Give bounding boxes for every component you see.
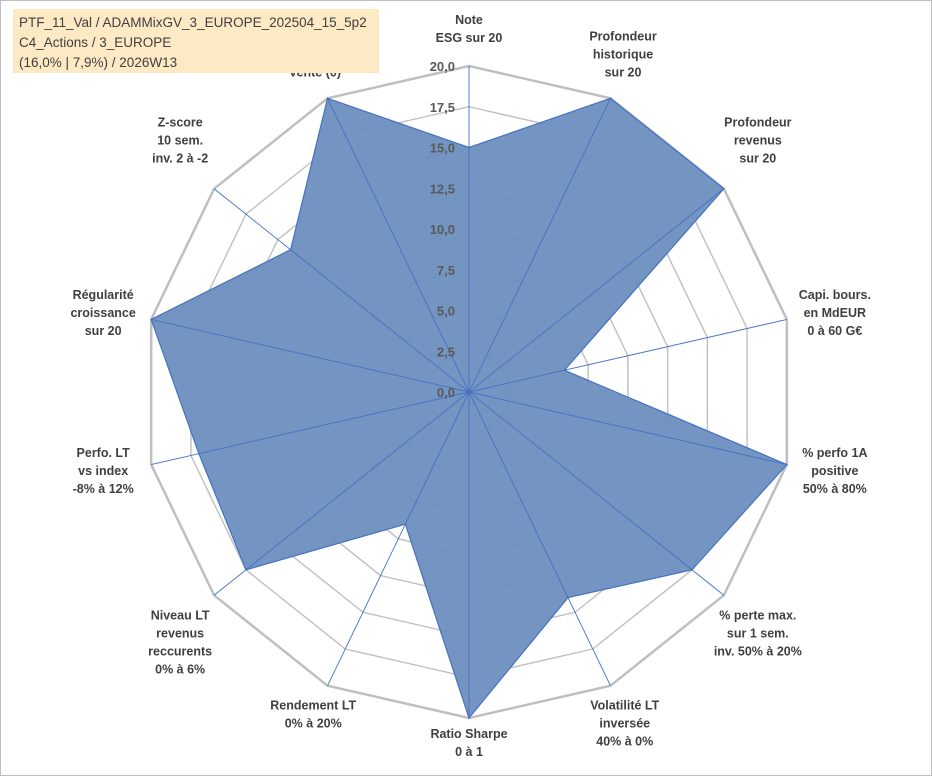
axis-label-line-8-1: 0% à 20%: [285, 717, 342, 731]
axis-label-line-8-0: Rendement LT: [270, 699, 356, 713]
spoke-1: [468, 98, 611, 393]
axis-label-10: Perfo. LT vs index -8% à 12%: [73, 446, 134, 496]
axis-label-12: Z-score 10 sem. inv. 2 à -2: [152, 116, 208, 166]
axis-label-line-0-1: ESG sur 20: [436, 31, 503, 45]
axis-label-line-1-0: Profondeur: [589, 29, 656, 43]
axis-label-line-5-0: % perte max.: [719, 608, 796, 622]
axis-label-line-5-1: sur 1 sem.: [727, 626, 789, 640]
axis-label-line-5-2: inv. 50% à 20%: [714, 644, 802, 658]
axis-label-line-9-0: Niveau LT: [151, 608, 210, 622]
axis-label-line-4-2: 50% à 80%: [803, 482, 867, 496]
axis-label-9: Niveau LT revenus reccurents 0% à 6%: [148, 608, 212, 676]
axis-label-line-9-3: 0% à 6%: [155, 662, 205, 676]
axis-label-0: Note ESG sur 20: [436, 13, 503, 45]
axis-label-line-1-1: historique: [593, 47, 653, 61]
info-line-3: (16,0% | 7,9%) / 2026W13: [19, 55, 178, 70]
axis-label-line-12-1: 10 sem.: [157, 134, 203, 148]
spoke-2: [468, 188, 725, 393]
tick-label-8: 20,0: [430, 59, 455, 74]
axis-label-8: Rendement LT 0% à 20%: [270, 699, 356, 731]
axis-label-6: Volatilité LT inversée 40% à 0%: [590, 699, 659, 749]
tick-label-7: 17,5: [430, 100, 455, 115]
axis-label-2: Profondeur revenus sur 20: [724, 116, 791, 166]
spoke-8: [327, 391, 470, 686]
axis-label-line-7-1: 0 à 1: [455, 745, 483, 759]
radar-series: [150, 66, 788, 720]
axis-label-line-11-1: croissance: [70, 306, 135, 320]
tick-label-4: 10,0: [430, 222, 455, 237]
tick-label-0: 0,0: [437, 385, 455, 400]
axis-label-line-4-0: % perfo 1A: [802, 446, 867, 460]
axis-label-line-0-0: Note: [455, 13, 483, 27]
spoke-13: [327, 98, 470, 393]
axis-label-4: % perfo 1A positive 50% à 80%: [802, 446, 867, 496]
axis-label-line-6-0: Volatilité LT: [590, 699, 659, 713]
axis-label-line-2-0: Profondeur: [724, 116, 791, 130]
info-line-1: PTF_11_Val / ADAMMixGV_3_EUROPE_202504_1…: [19, 15, 367, 30]
tick-label-2: 5,0: [437, 304, 455, 319]
axis-label-7: Ratio Sharpe 0 à 1: [430, 727, 507, 759]
axis-label-line-3-1: en MdEUR: [804, 306, 867, 320]
axis-label-5: % perte max. sur 1 sem. inv. 50% à 20%: [714, 608, 802, 658]
axis-label-line-11-0: Régularité: [73, 288, 134, 302]
axis-label-line-12-0: Z-score: [158, 116, 203, 130]
axis-label-line-11-2: sur 20: [85, 324, 122, 338]
axis-label-line-10-2: -8% à 12%: [73, 482, 134, 496]
tick-label-1: 2,5: [437, 344, 455, 359]
axis-label-line-1-2: sur 20: [605, 65, 642, 79]
tick-label-5: 12,5: [430, 181, 455, 196]
spoke-9: [213, 391, 470, 596]
axis-label-line-4-1: positive: [811, 464, 858, 478]
axis-label-1: Profondeur historique sur 20: [589, 29, 656, 79]
axis-label-line-2-2: sur 20: [739, 152, 776, 166]
spoke-11: [151, 319, 470, 393]
info-line-2: C4_Actions / 3_EUROPE: [19, 35, 172, 50]
spoke-6: [468, 391, 611, 686]
spoke-10: [151, 391, 470, 465]
axis-label-line-6-2: 40% à 0%: [596, 735, 653, 749]
spoke-12: [213, 188, 470, 393]
radial-tick-labels: 0,0 2,5 5,0 7,5 10,0 12,5 15,0 17,5 20,0: [430, 59, 455, 400]
axis-label-line-9-2: reccurents: [148, 644, 212, 658]
axis-label-line-3-2: 0 à 60 G€: [807, 324, 862, 338]
info-box: PTF_11_Val / ADAMMixGV_3_EUROPE_202504_1…: [13, 9, 379, 73]
axis-label-line-12-2: inv. 2 à -2: [152, 152, 208, 166]
tick-label-6: 15,0: [430, 141, 455, 156]
spoke-4: [468, 391, 787, 465]
axis-label-line-7-0: Ratio Sharpe: [430, 727, 507, 741]
axis-label-line-2-1: revenus: [734, 134, 782, 148]
tick-label-3: 7,5: [437, 263, 455, 278]
axis-label-11: Régularité croissance sur 20: [70, 288, 135, 338]
spoke-3: [468, 319, 787, 393]
axis-label-line-10-0: Perfo. LT: [77, 446, 131, 460]
axis-label-3: Capi. bours. en MdEUR 0 à 60 G€: [799, 288, 871, 338]
spoke-5: [468, 391, 725, 596]
axis-label-line-6-1: inversée: [599, 717, 650, 731]
axis-label-line-9-1: revenus: [156, 626, 204, 640]
axis-label-line-3-0: Capi. bours.: [799, 288, 871, 302]
axis-label-line-10-1: vs index: [78, 464, 128, 478]
